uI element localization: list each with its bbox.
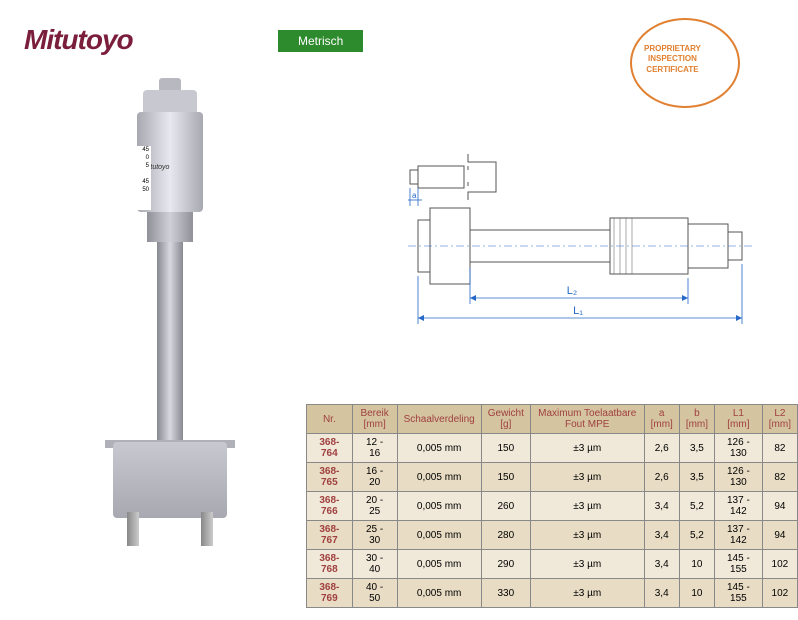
table-cell: 330	[481, 579, 530, 608]
cert-line2: INSPECTION	[648, 54, 697, 63]
table-cell: 102	[762, 550, 797, 579]
table-cell: 368-768	[307, 550, 353, 579]
table-cell: 126 - 130	[715, 463, 763, 492]
table-cell: 368-766	[307, 492, 353, 521]
table-cell: ±3 µm	[530, 550, 644, 579]
table-cell: 102	[762, 579, 797, 608]
table-cell: 0,005 mm	[397, 521, 481, 550]
table-cell: 2,6	[644, 434, 679, 463]
dim-l1: L₁	[573, 305, 583, 317]
table-cell: 30 - 40	[352, 550, 397, 579]
table-row: 368-76940 - 500,005 mm330±3 µm3,410145 -…	[307, 579, 798, 608]
table-cell: 0,005 mm	[397, 492, 481, 521]
table-cell: 280	[481, 521, 530, 550]
table-cell: 12 - 16	[352, 434, 397, 463]
table-cell: 10	[679, 550, 714, 579]
table-cell: 16 - 20	[352, 463, 397, 492]
table-cell: 10	[679, 579, 714, 608]
table-cell: 0,005 mm	[397, 550, 481, 579]
table-cell: 3,5	[679, 463, 714, 492]
table-cell: 82	[762, 463, 797, 492]
table-cell: 3,4	[644, 492, 679, 521]
table-cell: 5,2	[679, 492, 714, 521]
table-cell: 368-764	[307, 434, 353, 463]
col-header: Schaalverdeling	[397, 405, 481, 434]
table-cell: 0,005 mm	[397, 434, 481, 463]
table-cell: 82	[762, 434, 797, 463]
certificate-badge: PROPRIETARY INSPECTION CERTIFICATE	[620, 18, 750, 108]
table-cell: 150	[481, 463, 530, 492]
outline-diagram-svg: L₂ L₁	[408, 200, 758, 330]
table-cell: 5,2	[679, 521, 714, 550]
dim-l2: L₂	[567, 285, 577, 297]
dimension-diagram: a b L₂ L₁	[408, 152, 758, 342]
table-cell: ±3 µm	[530, 463, 644, 492]
brand-logo: Mitutoyo	[24, 24, 133, 56]
scale-marks: 45 0 5 45 50	[137, 146, 151, 210]
table-cell: 20 - 25	[352, 492, 397, 521]
col-header: Nr.	[307, 405, 353, 434]
col-header: L2[mm]	[762, 405, 797, 434]
table-cell: 3,5	[679, 434, 714, 463]
table-cell: ±3 µm	[530, 492, 644, 521]
table-row: 368-76830 - 400,005 mm290±3 µm3,410145 -…	[307, 550, 798, 579]
col-header: b[mm]	[679, 405, 714, 434]
table-cell: 145 - 155	[715, 550, 763, 579]
table-cell: 3,4	[644, 579, 679, 608]
table-cell: 3,4	[644, 550, 679, 579]
col-header: a[mm]	[644, 405, 679, 434]
table-cell: 290	[481, 550, 530, 579]
table-row: 368-76620 - 250,005 mm260±3 µm3,45,2137 …	[307, 492, 798, 521]
table-cell: 94	[762, 521, 797, 550]
product-image: Mitutoyo 45 0 5 45 50	[105, 90, 235, 550]
cert-line3: CERTIFICATE	[646, 65, 698, 74]
table-cell: 2,6	[644, 463, 679, 492]
table-cell: ±3 µm	[530, 434, 644, 463]
table-cell: 260	[481, 492, 530, 521]
table-cell: 0,005 mm	[397, 463, 481, 492]
col-header: Maximum Toelaatbare Fout MPE	[530, 405, 644, 434]
table-cell: 137 - 142	[715, 521, 763, 550]
table-cell: 368-769	[307, 579, 353, 608]
table-cell: 3,4	[644, 521, 679, 550]
col-header: L1[mm]	[715, 405, 763, 434]
table-cell: 145 - 155	[715, 579, 763, 608]
table-cell: 0,005 mm	[397, 579, 481, 608]
table-cell: 150	[481, 434, 530, 463]
table-cell: ±3 µm	[530, 579, 644, 608]
col-header: Bereik[mm]	[352, 405, 397, 434]
dim-a-label: a	[412, 191, 417, 200]
table-cell: 25 - 30	[352, 521, 397, 550]
table-row: 368-76516 - 200,005 mm150±3 µm2,63,5126 …	[307, 463, 798, 492]
table-cell: ±3 µm	[530, 521, 644, 550]
table-cell: 368-765	[307, 463, 353, 492]
table-cell: 94	[762, 492, 797, 521]
cert-line1: PROPRIETARY	[644, 44, 701, 53]
table-cell: 126 - 130	[715, 434, 763, 463]
unit-tag: Metrisch	[278, 30, 363, 52]
spec-table: Nr.Bereik[mm]SchaalverdelingGewicht[g]Ma…	[306, 404, 798, 608]
table-cell: 40 - 50	[352, 579, 397, 608]
col-header: Gewicht[g]	[481, 405, 530, 434]
table-cell: 137 - 142	[715, 492, 763, 521]
table-cell: 368-767	[307, 521, 353, 550]
table-row: 368-76412 - 160,005 mm150±3 µm2,63,5126 …	[307, 434, 798, 463]
table-row: 368-76725 - 300,005 mm280±3 µm3,45,2137 …	[307, 521, 798, 550]
